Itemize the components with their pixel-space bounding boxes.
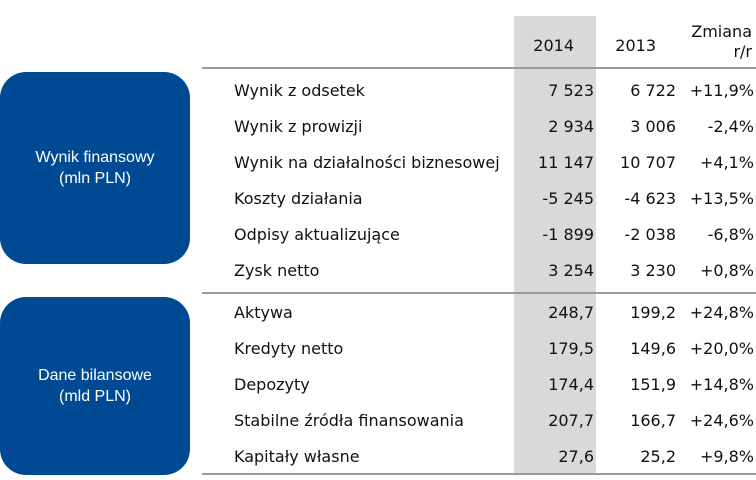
- table-row: Wynik na działalności biznesowej 11 147 …: [202, 144, 756, 180]
- row-label: Koszty działania: [234, 189, 363, 208]
- table-row: Kapitały własne 27,6 25,2 +9,8%: [202, 438, 756, 474]
- row-label: Kapitały własne: [234, 447, 360, 466]
- value-change: -6,8%: [707, 225, 754, 244]
- value-2014: 248,7: [548, 303, 594, 322]
- header-change-line2: r/r: [733, 42, 752, 61]
- highlight-column-2014: [514, 16, 596, 474]
- table-row: Wynik z odsetek 7 523 6 722 +11,9%: [202, 72, 756, 108]
- value-change: -2,4%: [707, 117, 754, 136]
- value-2014: -5 245: [542, 189, 594, 208]
- value-change: +11,9%: [689, 81, 754, 100]
- value-2014: 2 934: [548, 117, 594, 136]
- table-row: Aktywa 248,7 199,2 +24,8%: [202, 294, 756, 330]
- bottom-divider: [202, 473, 756, 475]
- value-change: +24,6%: [689, 411, 754, 430]
- value-change: +14,8%: [689, 375, 754, 394]
- table-row: Kredyty netto 179,5 149,6 +20,0%: [202, 330, 756, 366]
- value-2013: 10 707: [620, 153, 676, 172]
- section-divider: [202, 292, 756, 294]
- value-2014: 174,4: [548, 375, 594, 394]
- section-unit: (mln PLN): [58, 170, 131, 187]
- table-row: Depozyty 174,4 151,9 +14,8%: [202, 366, 756, 402]
- header-divider: [202, 67, 756, 69]
- value-change: +20,0%: [689, 339, 754, 358]
- row-label: Aktywa: [234, 303, 293, 322]
- table-row: Odpisy aktualizujące -1 899 -2 038 -6,8%: [202, 216, 756, 252]
- row-label: Odpisy aktualizujące: [234, 225, 400, 244]
- row-label: Wynik z prowizji: [234, 117, 363, 136]
- value-2013: 149,6: [630, 339, 676, 358]
- value-2013: -2 038: [624, 225, 676, 244]
- header-change-line1: Zmiana: [691, 22, 752, 41]
- section-title: Wynik finansowy: [35, 149, 155, 166]
- row-label: Depozyty: [234, 375, 310, 394]
- table-row: Wynik z prowizji 2 934 3 006 -2,4%: [202, 108, 756, 144]
- row-label: Wynik na działalności biznesowej: [234, 153, 500, 172]
- row-label: Wynik z odsetek: [234, 81, 365, 100]
- table-row: Zysk netto 3 254 3 230 +0,8%: [202, 252, 756, 288]
- value-change: +24,8%: [689, 303, 754, 322]
- section-box-balance-sheet: Dane bilansowe (mld PLN): [0, 297, 190, 475]
- value-2014: 207,7: [548, 411, 594, 430]
- section-title: Dane bilansowe: [38, 367, 152, 384]
- value-2013: 6 722: [630, 81, 676, 100]
- row-label: Zysk netto: [234, 261, 320, 280]
- value-2013: -4 623: [624, 189, 676, 208]
- value-2014: 11 147: [538, 153, 594, 172]
- value-2013: 3 230: [630, 261, 676, 280]
- value-change: +4,1%: [699, 153, 754, 172]
- value-2013: 25,2: [640, 447, 676, 466]
- value-2014: 179,5: [548, 339, 594, 358]
- value-2013: 166,7: [630, 411, 676, 430]
- value-2013: 3 006: [630, 117, 676, 136]
- section-box-financial-result: Wynik finansowy (mln PLN): [0, 72, 190, 264]
- value-2013: 199,2: [630, 303, 676, 322]
- table-row: Koszty działania -5 245 -4 623 +13,5%: [202, 180, 756, 216]
- value-2013: 151,9: [630, 375, 676, 394]
- table-row: Stabilne źródła finansowania 207,7 166,7…: [202, 402, 756, 438]
- value-2014: -1 899: [542, 225, 594, 244]
- value-change: +9,8%: [699, 447, 754, 466]
- value-change: +0,8%: [699, 261, 754, 280]
- value-change: +13,5%: [689, 189, 754, 208]
- row-label: Kredyty netto: [234, 339, 344, 358]
- header-2013: 2013: [615, 36, 656, 55]
- row-label: Stabilne źródła finansowania: [234, 411, 464, 430]
- value-2014: 3 254: [548, 261, 594, 280]
- value-2014: 27,6: [558, 447, 594, 466]
- value-2014: 7 523: [548, 81, 594, 100]
- section-unit: (mld PLN): [58, 388, 131, 405]
- header-change: Zmiana r/r: [676, 22, 752, 62]
- header-2014: 2014: [533, 36, 574, 55]
